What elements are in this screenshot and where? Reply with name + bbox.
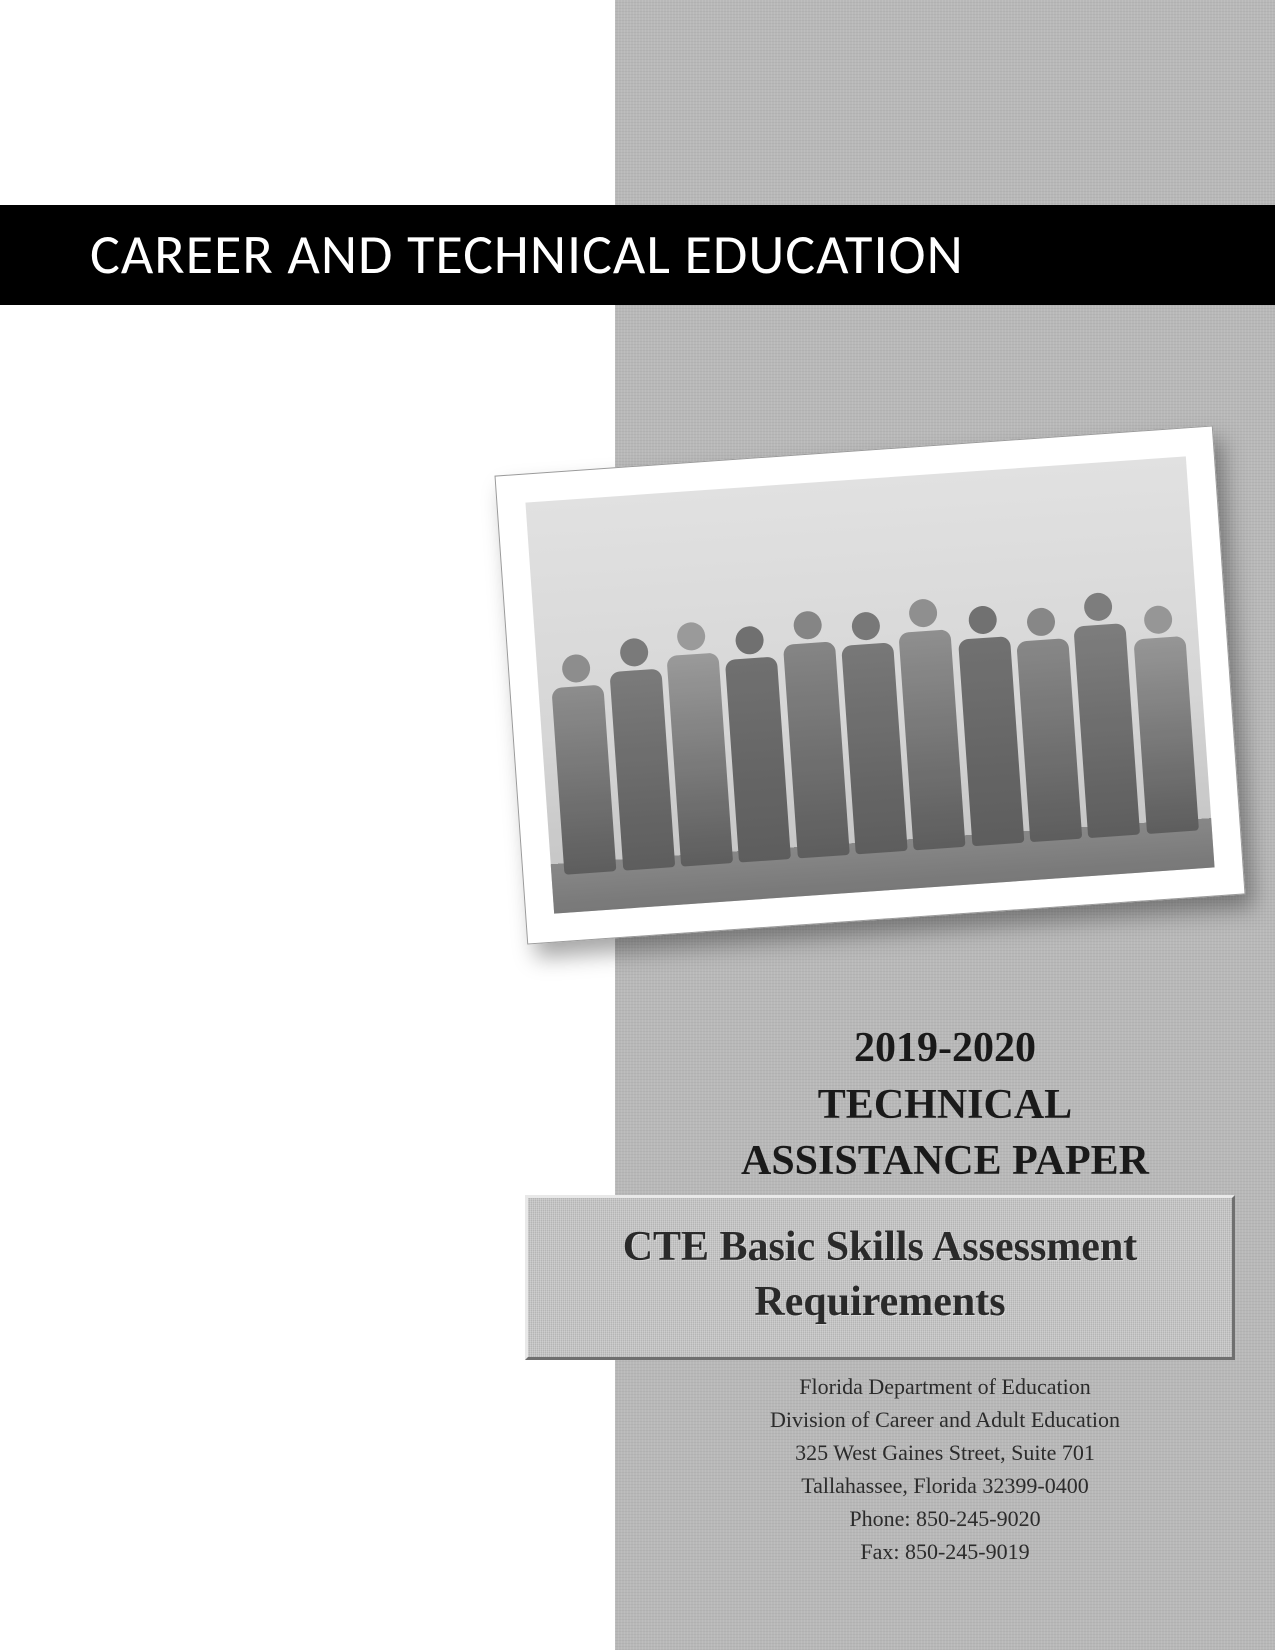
person-silhouette (606, 637, 676, 871)
contact-phone: Phone: 850-245-9020 (615, 1502, 1275, 1535)
people-row (530, 521, 1212, 875)
contact-block: Florida Department of Education Division… (615, 1370, 1275, 1568)
document-page: CAREER AND TECHNICAL EDUCATION 2019-2020… (0, 0, 1275, 1650)
highlight-box: CTE Basic Skills Assessment Requirements (525, 1195, 1235, 1360)
contact-fax: Fax: 850-245-9019 (615, 1535, 1275, 1568)
person-silhouette (548, 652, 617, 874)
title-band: CAREER AND TECHNICAL EDUCATION (0, 205, 1275, 305)
subtitle-year: 2019-2020 (615, 1020, 1275, 1077)
contact-addr1: 325 West Gaines Street, Suite 701 (615, 1436, 1275, 1469)
contact-addr2: Tallahassee, Florida 32399-0400 (615, 1469, 1275, 1502)
highlight-line1: CTE Basic Skills Assessment (546, 1220, 1214, 1275)
subtitle-line2: ASSISTANCE PAPER (615, 1133, 1275, 1190)
person-silhouette (1013, 606, 1083, 842)
highlight-line2: Requirements (546, 1275, 1214, 1330)
title-band-text: CAREER AND TECHNICAL EDUCATION (90, 221, 964, 289)
contact-org1: Florida Department of Education (615, 1370, 1275, 1403)
subtitle-block: 2019-2020 TECHNICAL ASSISTANCE PAPER (615, 1020, 1275, 1190)
subtitle-line1: TECHNICAL (615, 1077, 1275, 1134)
person-silhouette (722, 625, 792, 863)
person-silhouette (1130, 604, 1200, 834)
cover-photo (525, 456, 1214, 913)
contact-org2: Division of Career and Adult Education (615, 1403, 1275, 1436)
cover-photo-frame (494, 425, 1245, 944)
